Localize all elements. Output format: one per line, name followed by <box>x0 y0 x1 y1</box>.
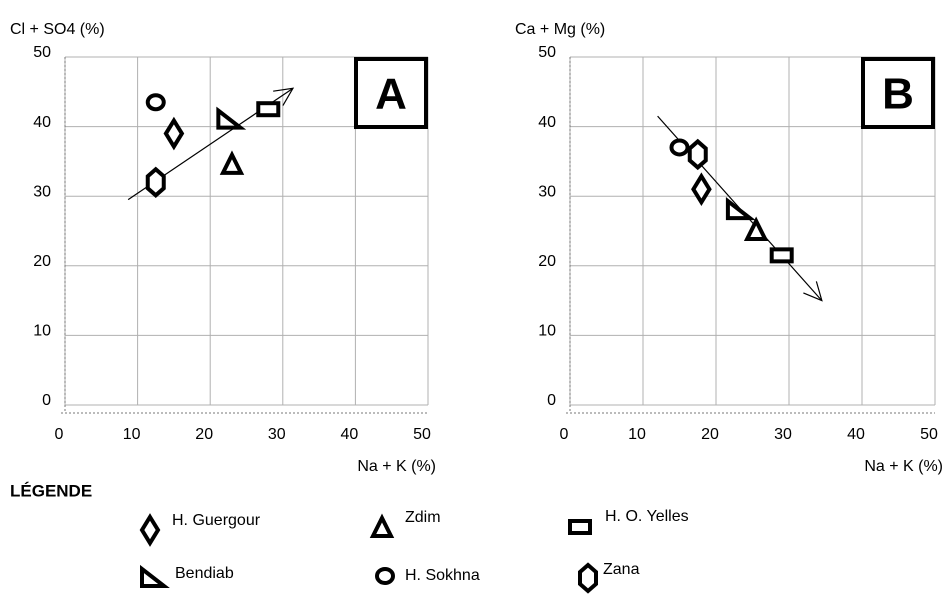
x-tick-label: 0 <box>55 426 64 443</box>
legend-marker <box>578 562 598 594</box>
legend-label: Bendiab <box>175 565 234 582</box>
marker <box>769 247 794 264</box>
panel-label-box <box>861 57 935 129</box>
legend-marker <box>568 519 592 535</box>
panel-label: A <box>375 70 407 119</box>
x-tick-label: 40 <box>341 426 359 443</box>
y-axis-label: Cl + SO4 (%) <box>10 21 105 38</box>
marker <box>145 93 166 112</box>
legend-label: Zana <box>603 561 640 578</box>
x-tick-label: 10 <box>628 426 646 443</box>
legend-label: H. Sokhna <box>405 567 480 584</box>
y-tick-label: 0 <box>547 392 556 409</box>
y-tick-label: 40 <box>538 114 556 131</box>
x-tick-label: 50 <box>920 426 938 443</box>
legend-marker <box>140 564 170 588</box>
y-axis-label: Ca + Mg (%) <box>515 21 605 38</box>
panel-label-box <box>354 57 428 129</box>
legend-label: Zdim <box>405 509 441 526</box>
marker <box>743 216 769 241</box>
arrowhead <box>273 87 295 106</box>
y-tick-label: 10 <box>33 323 51 340</box>
marker <box>725 197 756 221</box>
x-tick-label: 0 <box>560 426 569 443</box>
marker <box>163 116 185 151</box>
legend-marker <box>375 567 395 585</box>
y-tick-label: 30 <box>33 183 51 200</box>
panel-label: B <box>882 70 914 119</box>
x-tick-label: 10 <box>123 426 141 443</box>
marker <box>256 101 281 118</box>
y-tick-label: 50 <box>538 44 556 61</box>
y-tick-label: 40 <box>33 114 51 131</box>
legend-label: H. O. Yelles <box>605 508 689 525</box>
legend-marker <box>139 513 161 547</box>
marker <box>669 138 690 157</box>
x-axis-label: Na + K (%) <box>357 458 436 475</box>
marker <box>145 166 166 198</box>
legend-label: H. Guergour <box>172 512 261 529</box>
marker <box>219 150 245 175</box>
y-tick-label: 30 <box>538 183 556 200</box>
legend-marker <box>369 513 395 538</box>
legend-title: LÉGENDE <box>10 481 92 500</box>
x-tick-label: 20 <box>701 426 719 443</box>
marker <box>216 106 247 130</box>
x-axis-label: Na + K (%) <box>864 458 943 475</box>
x-tick-label: 30 <box>774 426 792 443</box>
x-tick-label: 20 <box>195 426 213 443</box>
y-tick-label: 50 <box>33 44 51 61</box>
marker <box>687 138 708 171</box>
marker <box>691 172 712 207</box>
x-tick-label: 50 <box>413 426 431 443</box>
x-tick-label: 30 <box>268 426 286 443</box>
y-tick-label: 20 <box>33 253 51 270</box>
y-tick-label: 0 <box>42 392 51 409</box>
y-tick-label: 20 <box>538 253 556 270</box>
x-tick-label: 40 <box>847 426 865 443</box>
y-tick-label: 10 <box>538 323 556 340</box>
arrowhead <box>803 281 823 302</box>
